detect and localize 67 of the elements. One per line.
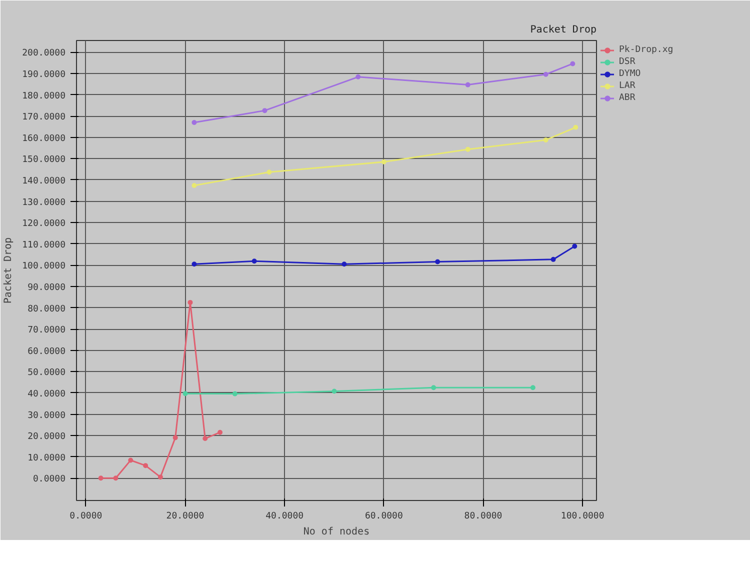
x-tick-label: 40.0000: [266, 512, 304, 522]
point: [128, 458, 134, 463]
point: [143, 463, 148, 468]
y-tick-label: 0.0000: [32, 474, 66, 485]
point: [572, 244, 578, 249]
y-tick-label: 10.0000: [28, 453, 66, 464]
y-tick-label: 170.0000: [22, 112, 66, 123]
y-axis-title: Packet Drop: [3, 237, 14, 304]
point: [98, 476, 104, 481]
x-tick-label: 0.0000: [70, 512, 102, 522]
y-tick-label: 200.0000: [22, 48, 66, 59]
point: [543, 72, 548, 77]
point: [218, 430, 223, 435]
point: [550, 256, 556, 262]
legend-label: Pk-Drop.xg: [619, 45, 674, 55]
point: [232, 391, 238, 396]
point: [266, 170, 272, 175]
y-tick-label: 190.0000: [22, 70, 66, 80]
point: [342, 262, 347, 267]
point: [262, 108, 268, 114]
point: [188, 300, 193, 305]
point: [530, 385, 536, 390]
y-tick-label: 110.0000: [22, 240, 66, 250]
y-tick-label: 70.0000: [28, 326, 66, 336]
point: [113, 476, 118, 481]
point: [252, 258, 257, 264]
chart-title: Packet Drop: [530, 24, 597, 36]
point: [332, 388, 337, 394]
legend-label: ABR: [619, 93, 636, 103]
y-tick-label: 40.0000: [28, 389, 66, 400]
point: [435, 259, 440, 264]
point: [158, 474, 163, 480]
y-tick-label: 180.0000: [22, 91, 66, 102]
y-tick-label: 130.0000: [22, 198, 66, 208]
point: [570, 61, 576, 66]
y-tick-label: 140.0000: [22, 176, 66, 186]
y-tick-label: 20.0000: [28, 432, 66, 442]
legend-label: LAR: [619, 81, 636, 91]
y-tick-label: 80.0000: [28, 304, 66, 314]
point: [381, 159, 386, 164]
point: [543, 137, 548, 142]
legend-label: DYMO: [619, 69, 641, 79]
y-tick-label: 90.0000: [28, 282, 66, 293]
point: [192, 183, 197, 188]
y-tick-label: 60.0000: [28, 346, 66, 357]
point: [192, 120, 197, 125]
point: [172, 435, 178, 440]
y-tick-label: 100.0000: [22, 262, 66, 272]
y-tick-label: 30.0000: [28, 410, 66, 421]
point: [192, 262, 197, 267]
point: [573, 124, 578, 130]
x-tick-label: 80.0000: [464, 512, 502, 522]
point: [182, 391, 188, 396]
point: [431, 385, 436, 390]
x-tick-label: 100.0000: [560, 512, 604, 522]
point: [202, 436, 208, 442]
legend-label: DSR: [619, 57, 636, 67]
point: [356, 74, 361, 80]
y-tick-label: 120.0000: [22, 219, 66, 230]
x-tick-label: 20.0000: [166, 512, 204, 522]
y-tick-label: 50.0000: [28, 368, 66, 378]
point: [465, 82, 470, 88]
x-axis-title: No of nodes: [303, 526, 370, 538]
y-tick-label: 150.0000: [22, 155, 66, 166]
x-tick-label: 60.0000: [364, 512, 403, 522]
point: [465, 146, 470, 152]
y-tick-label: 160.0000: [22, 134, 66, 144]
